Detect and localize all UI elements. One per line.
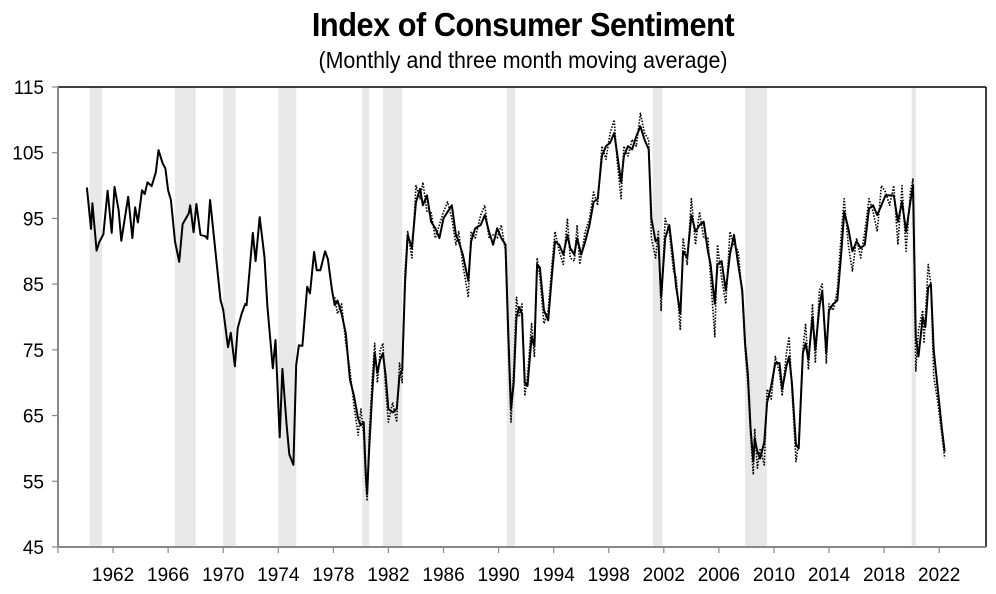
recession-band <box>911 87 916 547</box>
recession-band <box>362 87 370 547</box>
x-tick-label: 1986 <box>422 565 464 586</box>
x-tick-label: 2010 <box>753 565 795 586</box>
y-tick-label: 55 <box>23 472 44 493</box>
x-tick-label: 1962 <box>92 565 134 586</box>
moving-average-series-line <box>85 125 946 496</box>
x-tick-label: 1998 <box>588 565 630 586</box>
y-tick-label: 105 <box>12 144 44 165</box>
x-tick-label: 1970 <box>202 565 244 586</box>
x-tick-label: 2018 <box>863 565 905 586</box>
recession-band <box>223 87 236 547</box>
x-tick-label: 2014 <box>808 565 851 586</box>
x-tick-label: 1974 <box>257 565 300 586</box>
y-tick-label: 45 <box>23 538 44 559</box>
y-tick-label: 95 <box>23 209 44 230</box>
series-lines <box>85 112 946 502</box>
y-axis: 45 55 65 75 85 95 105 115 <box>12 78 59 559</box>
recession-band <box>89 87 103 547</box>
x-tick-label: 1994 <box>533 565 576 586</box>
x-tick-label: 1982 <box>367 565 409 586</box>
y-tick-label: 65 <box>23 407 44 428</box>
recession-band <box>175 87 196 547</box>
recession-band <box>745 87 768 547</box>
x-tick-label: 1990 <box>477 565 519 586</box>
y-tick-label: 115 <box>14 78 44 99</box>
x-tick-label: 1978 <box>312 565 354 586</box>
chart-subtitle: (Monthly and three month moving average) <box>318 47 728 73</box>
recession-band <box>278 87 297 547</box>
plot-frame <box>58 86 987 547</box>
chart-title: Index of Consumer Sentiment <box>311 6 735 43</box>
x-axis: 1962 1966 1970 1974 1978 1982 1986 1990 1994 1998… <box>57 546 986 586</box>
y-tick-label: 85 <box>23 275 44 296</box>
recession-shading <box>89 87 916 547</box>
x-tick-label: 1966 <box>147 565 189 586</box>
x-tick-label: 2022 <box>918 565 960 586</box>
y-tick-label: 75 <box>23 341 44 362</box>
x-tick-label: 2002 <box>643 565 685 586</box>
monthly-series-line <box>333 112 946 502</box>
recession-band <box>382 87 403 547</box>
recession-band <box>652 87 663 547</box>
x-tick-label: 2006 <box>698 565 740 586</box>
recession-band <box>506 87 516 547</box>
